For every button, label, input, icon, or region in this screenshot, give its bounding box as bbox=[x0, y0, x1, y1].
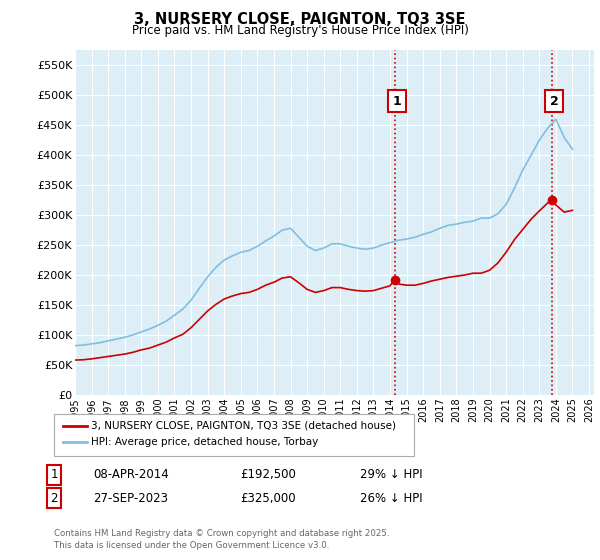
Text: 1: 1 bbox=[50, 468, 58, 482]
Text: 2: 2 bbox=[50, 492, 58, 505]
Text: £192,500: £192,500 bbox=[240, 468, 296, 482]
Text: 3, NURSERY CLOSE, PAIGNTON, TQ3 3SE: 3, NURSERY CLOSE, PAIGNTON, TQ3 3SE bbox=[134, 12, 466, 27]
Text: Price paid vs. HM Land Registry's House Price Index (HPI): Price paid vs. HM Land Registry's House … bbox=[131, 24, 469, 36]
Text: 26% ↓ HPI: 26% ↓ HPI bbox=[360, 492, 422, 505]
Text: 1: 1 bbox=[392, 95, 401, 108]
Text: 08-APR-2014: 08-APR-2014 bbox=[93, 468, 169, 482]
Text: £325,000: £325,000 bbox=[240, 492, 296, 505]
Text: 3, NURSERY CLOSE, PAIGNTON, TQ3 3SE (detached house): 3, NURSERY CLOSE, PAIGNTON, TQ3 3SE (det… bbox=[91, 421, 396, 431]
Text: Contains HM Land Registry data © Crown copyright and database right 2025.
This d: Contains HM Land Registry data © Crown c… bbox=[54, 529, 389, 550]
Text: 29% ↓ HPI: 29% ↓ HPI bbox=[360, 468, 422, 482]
Text: 2: 2 bbox=[550, 95, 559, 108]
Text: 27-SEP-2023: 27-SEP-2023 bbox=[93, 492, 168, 505]
Text: HPI: Average price, detached house, Torbay: HPI: Average price, detached house, Torb… bbox=[91, 437, 319, 447]
